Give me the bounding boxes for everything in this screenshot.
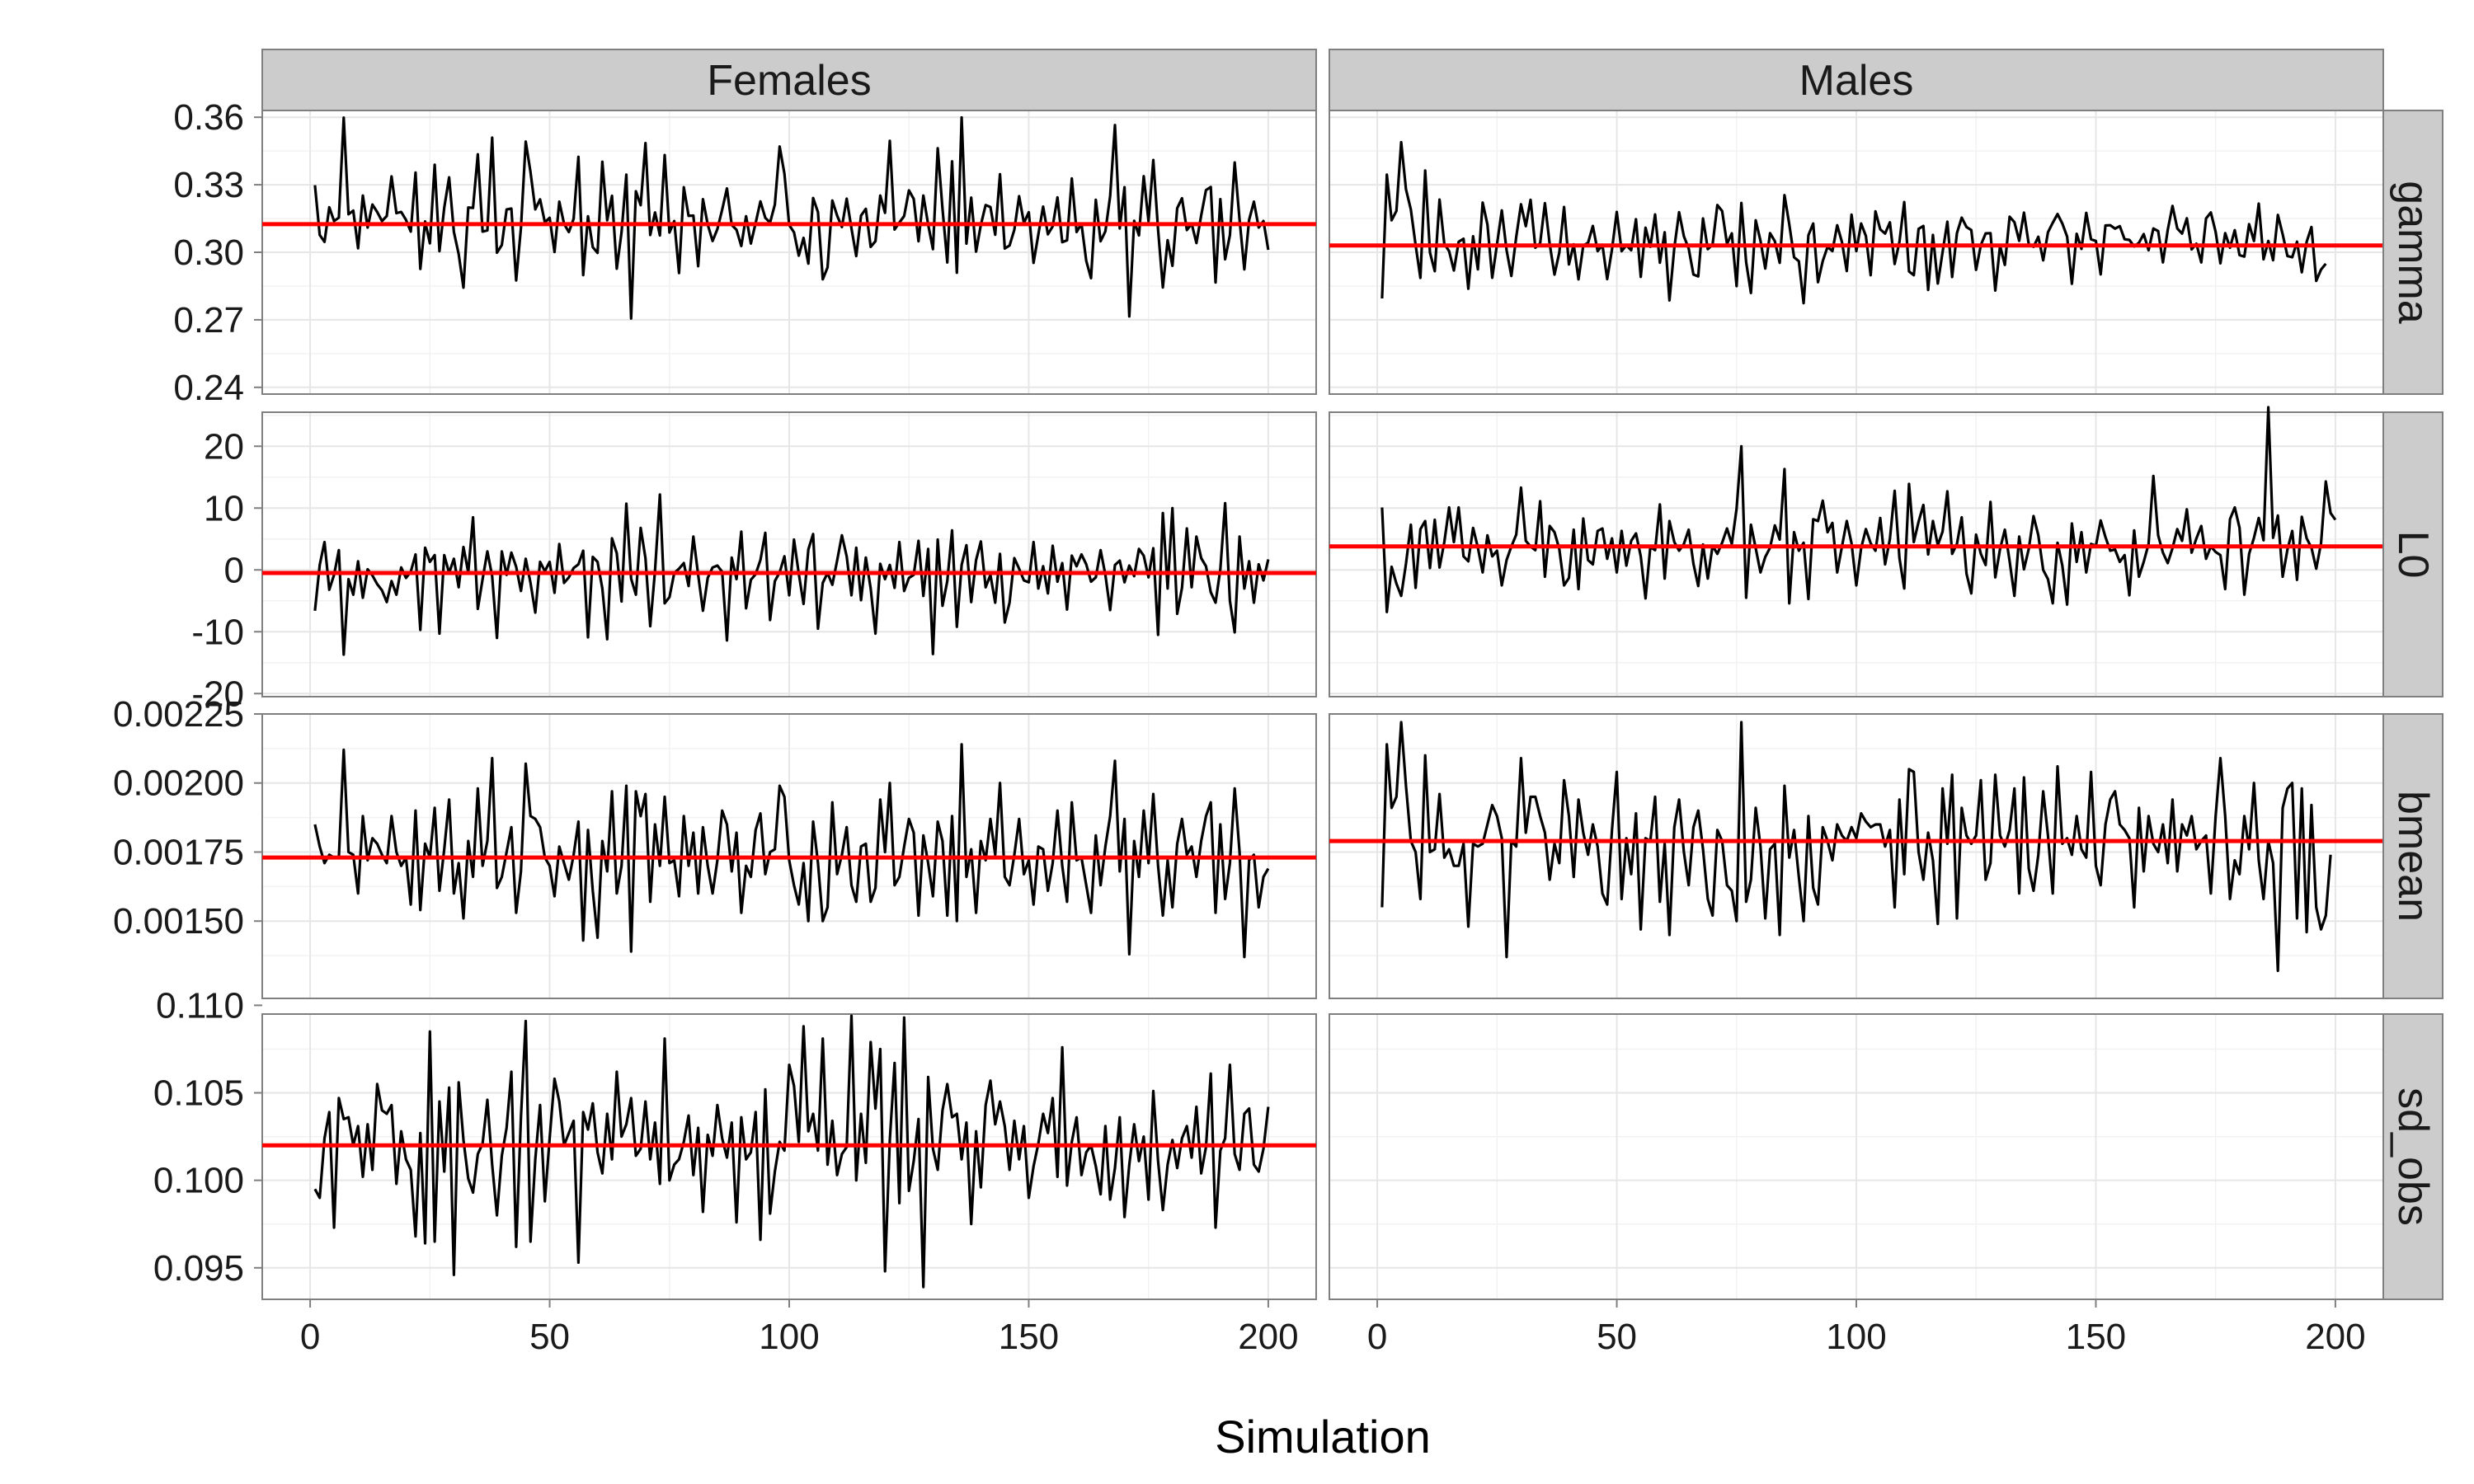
y-tick-label: 0.105 — [153, 1073, 244, 1114]
strip-bmean: bmean — [2382, 713, 2443, 999]
column-strip-label: Females — [707, 57, 871, 105]
y-axis-sd-obs: 0.095 0.100 0.105 0.110 — [153, 985, 262, 1289]
y-tick-label: -10 — [191, 612, 244, 652]
series-males-l0 — [1329, 406, 2383, 613]
y-tick-label: 0.00150 — [113, 901, 244, 942]
y-tick-label: 0 — [224, 550, 244, 590]
y-tick-label: 0.110 — [156, 985, 244, 1026]
strip-background — [2382, 110, 2443, 395]
panel-males-sd-obs — [1329, 1013, 2384, 1300]
strips-layer: Females Males gamma L0 bmean sd_obs — [261, 49, 2443, 1300]
series-females-bmean — [262, 743, 1316, 959]
simulation-line — [1380, 406, 2337, 613]
x-axes-layer: 0 50 100 150 200 0 50 100 150 200 — [300, 1299, 2366, 1357]
simulation-line — [313, 743, 1270, 959]
panel-females-gamma — [261, 110, 1317, 395]
y-axis-l0: -20 -10 0 10 20 — [191, 426, 262, 714]
y-tick-label: 20 — [204, 426, 244, 467]
strip-sd-obs: sd_obs — [2382, 1013, 2443, 1300]
row-strip-label: sd_obs — [2389, 1087, 2437, 1226]
y-tick-label: 0.24 — [173, 368, 244, 408]
x-axis-males: 0 50 100 150 200 — [1367, 1299, 2366, 1357]
x-tick-label: 100 — [1826, 1317, 1886, 1357]
series-females-l0 — [262, 493, 1316, 656]
series-females-sd-obs — [262, 1014, 1316, 1289]
x-tick-label: 150 — [999, 1317, 1059, 1357]
simulation-line — [313, 1014, 1270, 1289]
panel-males-l0 — [1329, 411, 2384, 697]
x-tick-label: 0 — [1367, 1317, 1387, 1357]
strip-l0: L0 — [2382, 411, 2443, 697]
x-axis-females: 0 50 100 150 200 — [300, 1299, 1299, 1357]
row-strip-label: gamma — [2389, 181, 2437, 323]
y-tick-label: 0.00225 — [113, 694, 244, 735]
strip-background — [2382, 1013, 2443, 1300]
strip-gamma: gamma — [2382, 110, 2443, 395]
y-tick-label: 10 — [204, 488, 244, 528]
strip-background — [261, 49, 1317, 111]
series-females-gamma — [262, 115, 1316, 320]
row-strip-label: bmean — [2389, 791, 2437, 922]
x-tick-label: 0 — [300, 1317, 320, 1357]
strip-background — [2382, 411, 2443, 697]
x-tick-label: 150 — [2066, 1317, 2126, 1357]
y-axis-bmean: 0.00150 0.00175 0.00200 0.00225 — [113, 694, 262, 942]
strip-females: Females — [261, 49, 1317, 111]
row-strip-label: L0 — [2389, 531, 2437, 579]
panel-males-bmean — [1329, 713, 2384, 999]
strip-males: Males — [1329, 49, 2384, 111]
series-males-bmean — [1329, 721, 2383, 973]
y-tick-label: 0.36 — [173, 97, 244, 138]
simulation-line — [313, 493, 1270, 656]
x-tick-label: 200 — [2305, 1317, 2365, 1357]
simulation-line — [1380, 721, 2332, 973]
y-tick-label: 0.33 — [173, 165, 244, 205]
y-tick-label: 0.095 — [153, 1248, 244, 1289]
column-strip-label: Males — [1799, 57, 1914, 105]
panel-border — [261, 411, 1317, 697]
x-tick-label: 100 — [759, 1317, 819, 1357]
y-tick-label: 0.00200 — [113, 763, 244, 804]
x-tick-label: 200 — [1238, 1317, 1298, 1357]
y-axes-layer: 0.240.270.300.330.36-20-10010200.001500.… — [113, 97, 262, 1289]
y-axis-gamma: 0.24 0.27 0.30 0.33 0.36 — [173, 97, 262, 408]
x-tick-label: 50 — [1597, 1317, 1637, 1357]
y-tick-label: 0.100 — [153, 1161, 244, 1201]
y-tick-label: -20 — [191, 674, 244, 714]
strip-background — [2382, 713, 2443, 999]
series-males-gamma — [1329, 140, 2383, 305]
panel-females-l0 — [261, 411, 1317, 697]
strip-background — [1329, 49, 2384, 111]
panels-layer — [261, 110, 2384, 1300]
y-tick-label: 0.00175 — [113, 832, 244, 872]
y-tick-label: 0.27 — [173, 300, 244, 340]
x-tick-label: 50 — [529, 1317, 570, 1357]
y-tick-label: 0.30 — [173, 232, 244, 273]
x-axis-title: Simulation — [1215, 1411, 1430, 1463]
simulation-line — [313, 115, 1270, 320]
